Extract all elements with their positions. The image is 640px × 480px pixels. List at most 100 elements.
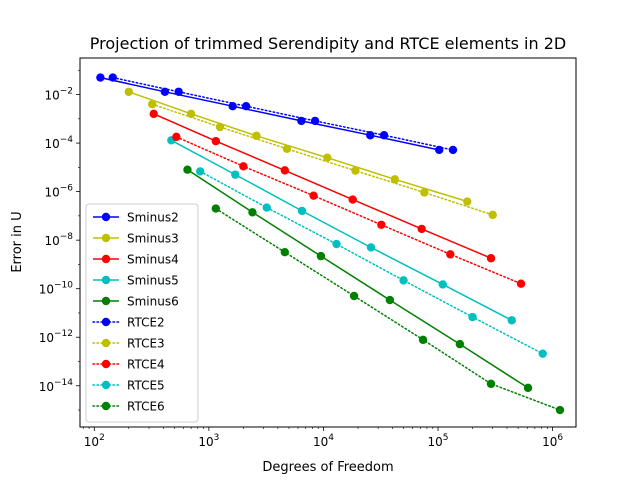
- legend-marker: [101, 380, 111, 390]
- plot-series: [96, 73, 565, 415]
- data-point-sminus6: [455, 339, 465, 349]
- series-line-rtce2: [112, 76, 454, 151]
- data-point-rtce2: [108, 73, 118, 82]
- series-line-sminus4: [153, 113, 492, 259]
- x-tick-label: 104: [313, 433, 334, 449]
- data-point-rtce3: [488, 210, 497, 220]
- legend-marker: [101, 296, 111, 306]
- x-axis-label: Degrees of Freedom: [262, 460, 393, 475]
- data-point-rtce2: [379, 131, 389, 140]
- legend: Sminus2 Sminus3 Sminus4 Sminus5 Sminus6 RTCE2…: [85, 203, 199, 423]
- legend-label: Sminus3: [127, 232, 179, 246]
- data-point-sminus6: [316, 251, 326, 261]
- data-point-sminus3: [124, 87, 134, 96]
- data-point-rtce3: [351, 166, 360, 175]
- legend-label: Sminus6: [127, 295, 179, 309]
- legend-label: RTCE2: [127, 316, 165, 330]
- legend-label: RTCE3: [127, 337, 165, 351]
- chart-title: Projection of trimmed Serendipity and RT…: [90, 34, 566, 53]
- data-point-rtce5: [538, 349, 547, 358]
- data-point-sminus2: [96, 73, 105, 82]
- series-line-rtce3: [151, 103, 494, 216]
- x-tick-label: 105: [428, 433, 449, 449]
- data-point-rtce5: [262, 203, 271, 212]
- y-tick-label: 10−2: [44, 87, 73, 103]
- y-tick-label: 10−8: [44, 232, 73, 248]
- data-point-sminus6: [248, 208, 257, 217]
- data-point-rtce3: [147, 99, 157, 109]
- data-point-rtce3: [215, 122, 225, 132]
- legend-marker: [101, 401, 111, 411]
- y-axis: 10−14 10−12 10−10 10−8 10−6 10−4 10−2: [39, 69, 80, 411]
- series-line-rtce4: [175, 136, 522, 285]
- legend-marker: [101, 338, 111, 348]
- data-point-sminus6: [183, 165, 192, 174]
- data-point-rtce4: [239, 162, 248, 171]
- x-tick-label: 106: [542, 433, 563, 449]
- data-point-rtce5: [399, 276, 408, 285]
- legend-marker: [101, 233, 111, 243]
- data-point-rtce6: [486, 379, 496, 389]
- data-point-rtce4: [377, 220, 386, 229]
- data-point-sminus5: [366, 243, 376, 252]
- data-point-sminus4: [486, 254, 496, 263]
- data-point-rtce4: [172, 132, 181, 142]
- data-point-sminus5: [507, 316, 516, 325]
- data-point-rtce6: [418, 335, 428, 345]
- y-tick-label: 10−10: [39, 281, 74, 297]
- legend-label: Sminus4: [127, 253, 179, 267]
- legend-label: Sminus2: [127, 211, 179, 225]
- legend-marker: [101, 254, 111, 264]
- data-point-rtce4: [446, 250, 455, 259]
- legend-label: RTCE5: [127, 379, 165, 393]
- data-point-rtce5: [468, 312, 477, 322]
- x-tick-label: 103: [198, 433, 219, 449]
- series-line-sminus6: [187, 169, 529, 389]
- x-tick-label: 102: [84, 433, 105, 449]
- data-point-rtce5: [332, 239, 341, 249]
- series-line-rtce5: [199, 170, 544, 355]
- data-point-rtce4: [516, 279, 526, 288]
- legend-marker: [101, 359, 111, 369]
- plot-frame: [79, 57, 577, 428]
- data-point-sminus5: [231, 170, 240, 179]
- data-point-rtce6: [349, 291, 359, 301]
- x-axis: 102 103 104 105 106: [82, 427, 563, 449]
- data-point-rtce4: [309, 191, 318, 200]
- data-point-sminus3: [390, 175, 400, 184]
- series-line-rtce6: [215, 207, 561, 411]
- data-point-sminus4: [149, 109, 158, 119]
- legend-marker: [101, 275, 111, 285]
- legend-marker: [101, 317, 111, 327]
- series-line-sminus3: [128, 91, 468, 203]
- y-tick-label: 10−4: [44, 135, 73, 151]
- legend-label: RTCE4: [127, 358, 165, 372]
- data-point-sminus5: [297, 206, 307, 216]
- y-tick-label: 10−6: [44, 184, 73, 200]
- legend-label: RTCE6: [127, 400, 165, 414]
- data-point-sminus4: [211, 136, 221, 146]
- data-point-rtce2: [174, 87, 183, 96]
- y-tick-label: 10−12: [39, 329, 73, 345]
- data-point-rtce6: [280, 247, 290, 257]
- data-point-sminus2: [297, 116, 306, 126]
- data-point-sminus3: [463, 197, 472, 206]
- data-point-sminus6: [523, 383, 533, 393]
- series-line-sminus5: [170, 139, 513, 321]
- data-point-rtce5: [196, 167, 205, 176]
- data-point-sminus3: [186, 109, 196, 119]
- data-point-sminus6: [385, 295, 395, 305]
- data-point-rtce2: [448, 145, 458, 155]
- y-tick-label: 10−14: [39, 378, 74, 394]
- data-point-rtce2: [241, 102, 251, 111]
- data-point-sminus4: [348, 195, 357, 204]
- data-point-rtce3: [420, 188, 429, 197]
- data-point-sminus4: [417, 224, 426, 234]
- legend-marker: [101, 212, 111, 222]
- data-point-rtce6: [555, 405, 565, 415]
- data-point-rtce2: [310, 116, 320, 126]
- legend-label: Sminus5: [127, 274, 179, 288]
- data-point-sminus5: [438, 280, 447, 289]
- data-point-rtce3: [282, 144, 292, 154]
